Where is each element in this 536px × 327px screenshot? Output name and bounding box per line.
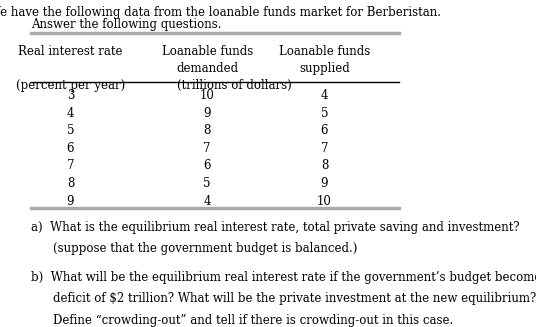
Text: 10: 10 [317,195,332,208]
Text: (suppose that the government budget is balanced.): (suppose that the government budget is b… [53,242,358,255]
Text: (percent per year): (percent per year) [16,79,125,92]
Text: 9: 9 [321,177,328,190]
Text: 9: 9 [204,107,211,120]
Text: 8: 8 [67,177,74,190]
Text: supplied: supplied [299,62,350,75]
Text: (trillions of dollars): (trillions of dollars) [177,79,292,92]
Text: a)  What is the equilibrium real interest rate, total private saving and investm: a) What is the equilibrium real interest… [32,221,520,233]
Text: 9: 9 [67,195,74,208]
Text: 6: 6 [204,159,211,172]
Text: b)  What will be the equilibrium real interest rate if the government’s budget b: b) What will be the equilibrium real int… [32,271,536,284]
Text: demanded: demanded [176,62,239,75]
Text: 4: 4 [204,195,211,208]
Text: 6: 6 [67,142,74,155]
Text: 6: 6 [321,124,328,137]
Text: 8: 8 [321,159,328,172]
Text: 5: 5 [67,124,74,137]
Text: Define “crowding-out” and tell if there is crowding-out in this case.: Define “crowding-out” and tell if there … [53,314,453,327]
Text: deficit of $2 trillion? What will be the private investment at the new equilibri: deficit of $2 trillion? What will be the… [53,292,536,305]
Text: 5: 5 [204,177,211,190]
Text: Real interest rate: Real interest rate [18,45,123,58]
Text: Loanable funds: Loanable funds [162,45,253,58]
Text: 10: 10 [200,89,215,102]
Text: 7: 7 [321,142,328,155]
Text: We have the following data from the loanable funds market for Berberistan.: We have the following data from the loan… [0,6,441,19]
Text: 4: 4 [321,89,328,102]
Text: 4: 4 [67,107,74,120]
Text: 7: 7 [67,159,74,172]
Text: Answer the following questions.: Answer the following questions. [32,18,222,31]
Text: 7: 7 [204,142,211,155]
Text: 8: 8 [204,124,211,137]
Text: 5: 5 [321,107,328,120]
Text: Loanable funds: Loanable funds [279,45,370,58]
Text: 3: 3 [67,89,74,102]
